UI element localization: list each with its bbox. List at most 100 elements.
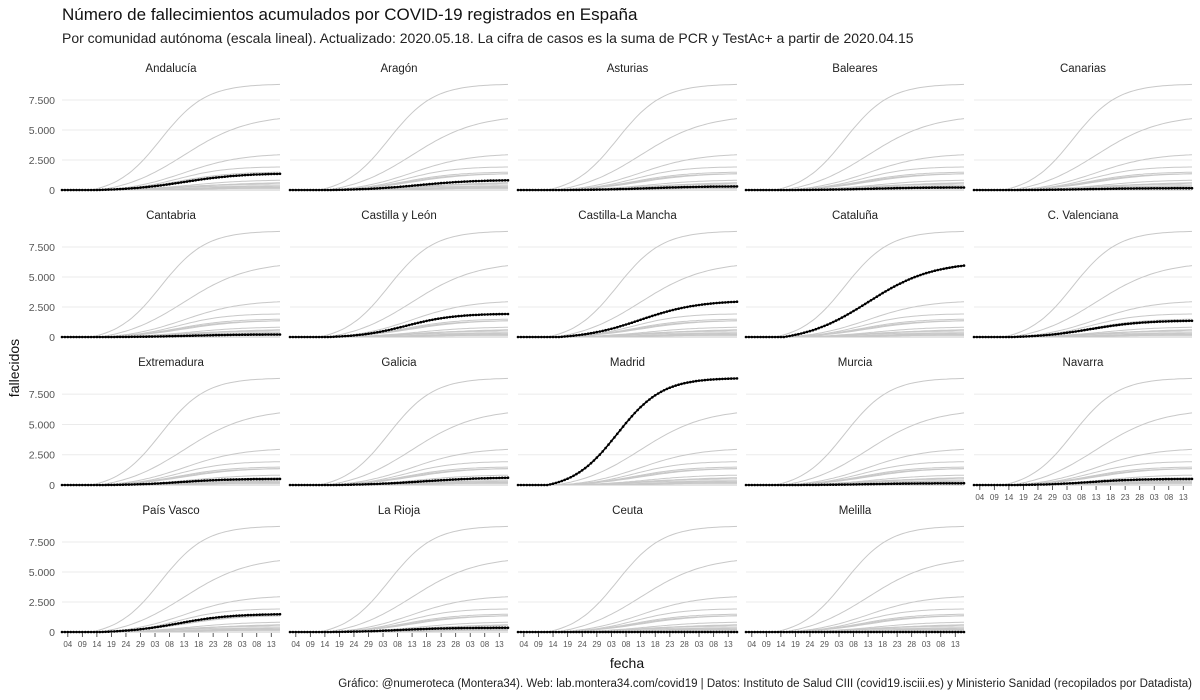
data-point-cantabria	[92, 335, 96, 339]
data-point-murcia	[954, 482, 957, 485]
data-point-la-rioja	[335, 630, 338, 634]
data-point-canarias	[1094, 187, 1098, 191]
data-point-canarias	[1042, 188, 1046, 192]
data-point-cataluna	[823, 324, 826, 328]
data-point-madrid	[519, 483, 523, 487]
data-point-castilla-la-mancha	[668, 309, 672, 313]
data-point-madrid	[560, 479, 564, 483]
data-point-andalucia	[211, 176, 215, 180]
data-point-andalucia	[206, 177, 209, 180]
data-point-la-rioja	[306, 630, 309, 634]
data-point-ceuta	[554, 630, 558, 634]
data-point-pais-vasco	[113, 630, 116, 633]
data-point-cantabria	[208, 334, 212, 337]
data-point-la-rioja	[361, 630, 365, 633]
data-point-aragon	[312, 188, 315, 192]
data-point-baleares	[936, 186, 940, 189]
data-point-castilla-y-leon	[503, 312, 507, 316]
data-point-melilla	[791, 630, 794, 634]
data-point-canarias	[1164, 187, 1168, 190]
data-point-castilla-la-mancha	[616, 325, 619, 329]
data-point-galicia	[428, 479, 431, 483]
facet-panel-castilla-y-leon: Castilla y León	[288, 210, 510, 339]
data-point-castilla-la-mancha	[604, 328, 607, 332]
data-point-asturias	[732, 185, 736, 188]
data-point-canarias	[1022, 188, 1025, 192]
data-point-murcia	[922, 482, 925, 485]
data-point-navarra	[978, 483, 982, 487]
data-point-baleares	[922, 186, 925, 189]
data-point-la-rioja	[355, 630, 359, 633]
data-point-ceuta	[613, 630, 616, 634]
data-point-castilla-la-mancha	[662, 311, 666, 314]
data-point-cataluna	[866, 300, 870, 304]
x-tick-label: 19	[1019, 493, 1028, 502]
data-point-ceuta	[566, 630, 569, 634]
data-point-aragon	[297, 188, 301, 192]
data-point-extremadura	[179, 480, 183, 484]
data-point-la-rioja	[343, 630, 347, 634]
data-point-murcia	[855, 483, 858, 486]
data-point-murcia	[814, 483, 818, 487]
data-point-asturias	[616, 187, 619, 191]
data-point-pais-vasco	[81, 630, 84, 634]
data-point-pais-vasco	[197, 618, 200, 622]
data-point-andalucia	[174, 182, 177, 185]
data-point-pais-vasco	[98, 630, 102, 634]
data-point-galicia	[317, 483, 321, 487]
data-point-ceuta	[668, 630, 672, 634]
data-point-melilla	[773, 630, 777, 634]
data-point-baleares	[872, 187, 876, 190]
data-point-aragon	[288, 188, 292, 192]
chart-subtitle: Por comunidad autónoma (escala lineal). …	[62, 30, 914, 46]
data-point-cantabria	[188, 334, 192, 338]
data-point-asturias	[686, 185, 689, 189]
data-point-asturias	[569, 188, 572, 192]
data-point-cataluna	[927, 271, 931, 274]
data-point-baleares	[797, 188, 800, 192]
data-point-cantabria	[147, 335, 151, 338]
data-point-baleares	[948, 186, 951, 189]
data-point-c-valenciana	[1083, 328, 1086, 332]
data-point-aragon	[352, 188, 356, 191]
data-point-c-valenciana	[972, 335, 976, 339]
data-point-galicia	[349, 483, 353, 487]
data-point-cantabria	[168, 334, 171, 338]
data-point-asturias	[624, 187, 628, 191]
data-point-madrid	[671, 385, 675, 388]
data-point-pais-vasco	[226, 615, 229, 618]
data-point-andalucia	[136, 186, 139, 190]
data-point-galicia	[320, 483, 324, 487]
data-point-cataluna	[954, 265, 957, 269]
data-point-castilla-la-mancha	[540, 335, 543, 339]
data-point-galicia	[352, 483, 356, 486]
data-point-cataluna	[791, 334, 794, 337]
x-tick-label: 09	[306, 640, 315, 649]
data-point-melilla	[884, 630, 887, 634]
data-point-la-rioja	[332, 630, 335, 634]
x-tick-label: 23	[893, 640, 902, 649]
background-series-line-madrid	[746, 230, 965, 338]
data-point-c-valenciana	[1123, 322, 1127, 326]
data-point-aragon	[460, 180, 463, 184]
data-point-castilla-la-mancha	[613, 326, 616, 330]
data-point-galicia	[436, 479, 440, 482]
data-point-castilla-la-mancha	[557, 335, 561, 339]
data-point-baleares	[799, 188, 803, 192]
data-point-aragon	[384, 186, 388, 190]
data-point-pais-vasco	[232, 614, 235, 618]
data-point-melilla	[785, 630, 788, 634]
data-point-madrid	[665, 387, 669, 391]
panel-title-cataluna: Cataluña	[832, 210, 879, 222]
data-point-castilla-y-leon	[375, 331, 379, 334]
data-point-cantabria	[84, 335, 87, 339]
data-point-ceuta	[636, 630, 639, 634]
data-point-pais-vasco	[133, 628, 136, 632]
data-point-madrid	[578, 471, 581, 474]
data-point-baleares	[770, 188, 774, 192]
data-point-castilla-y-leon	[373, 331, 376, 335]
data-point-baleares	[890, 187, 893, 190]
data-point-murcia	[881, 482, 884, 486]
data-point-aragon	[495, 179, 498, 182]
